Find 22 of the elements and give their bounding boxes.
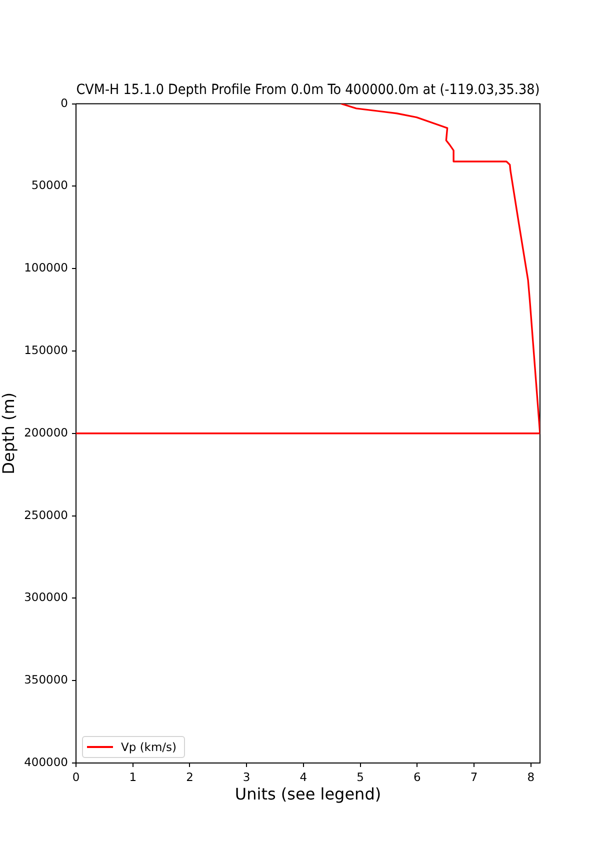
x-tick-label: 8 [527, 770, 535, 784]
y-axis-title: Depth (m) [0, 392, 18, 474]
y-tick-label: 350000 [24, 672, 68, 687]
x-tick-label: 5 [356, 770, 364, 784]
y-tick-label: 0 [60, 96, 68, 110]
chart-title: CVM-H 15.1.0 Depth Profile From 0.0m To 400000.0m at (-119.03,35.38) [76, 82, 540, 98]
x-tick-label: 4 [300, 770, 308, 784]
legend-label: Vp (km/s) [121, 740, 177, 754]
y-tick-label: 100000 [24, 260, 68, 275]
x-tick-label: 6 [414, 770, 421, 784]
y-tick-label: 400000 [24, 754, 68, 769]
y-tick-label: 50000 [31, 178, 68, 192]
y-tick-label: 200000 [24, 425, 68, 440]
x-tick-label: 0 [72, 770, 80, 784]
y-tick-label: 150000 [24, 342, 68, 357]
x-tick-label: 1 [129, 770, 137, 784]
x-tick-label: 3 [242, 770, 250, 784]
x-tick-label: 7 [470, 770, 478, 784]
y-tick-label: 300000 [24, 590, 68, 604]
x-tick-label: 2 [186, 770, 194, 784]
y-tick-label: 250000 [24, 508, 68, 522]
x-axis-title: Units (see legend) [234, 784, 382, 804]
